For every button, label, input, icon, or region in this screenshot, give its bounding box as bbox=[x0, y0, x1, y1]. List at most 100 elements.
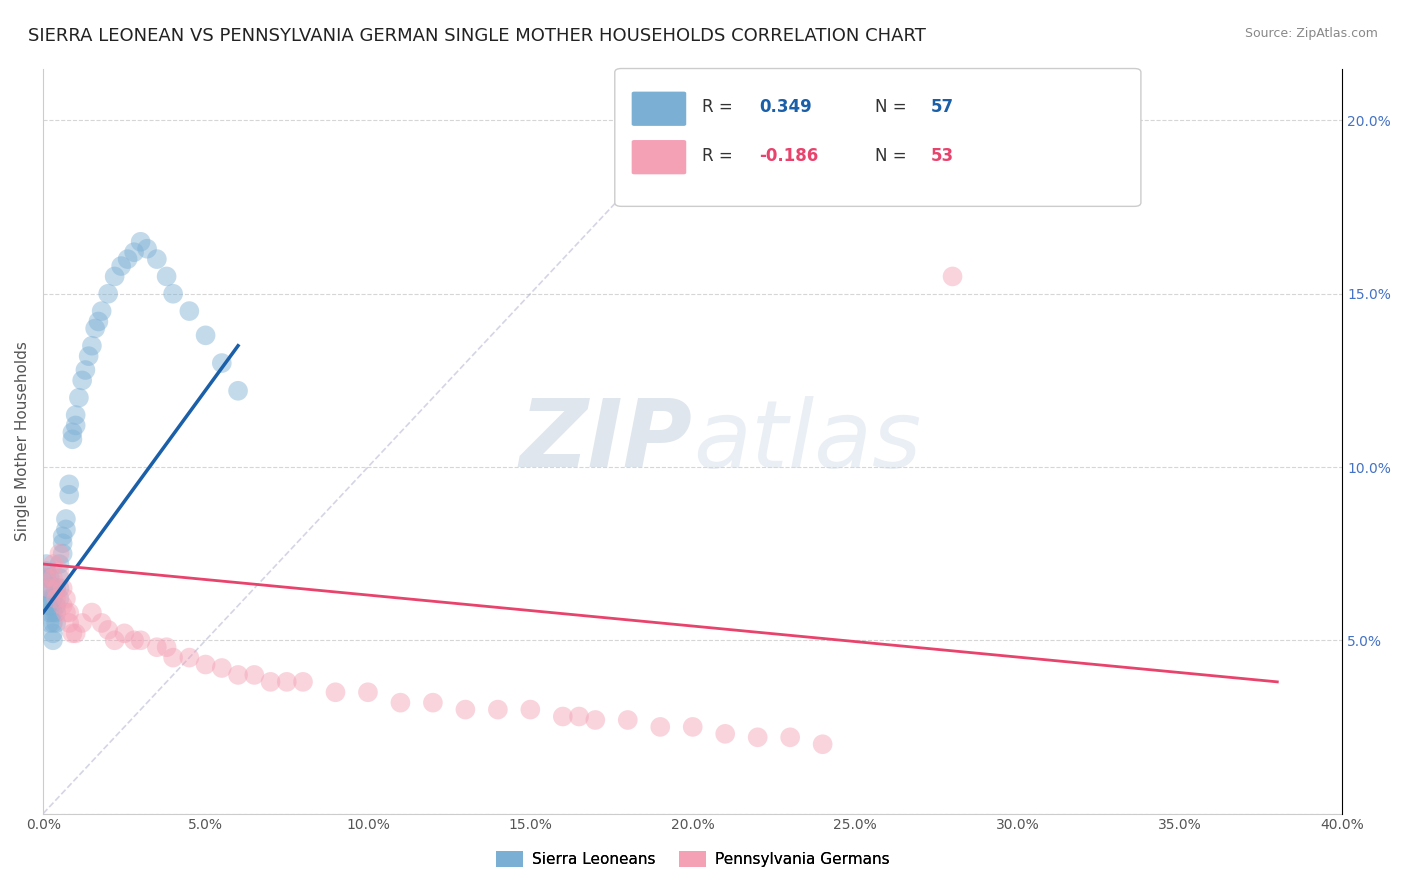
Point bbox=[155, 640, 177, 655]
Point bbox=[52, 547, 75, 561]
Point bbox=[52, 536, 75, 550]
Point bbox=[42, 633, 65, 648]
Text: R =: R = bbox=[702, 98, 738, 116]
Point bbox=[104, 633, 127, 648]
Point bbox=[70, 373, 93, 387]
Point bbox=[45, 599, 67, 613]
Point bbox=[38, 591, 60, 606]
FancyBboxPatch shape bbox=[631, 92, 686, 126]
Text: ZIP: ZIP bbox=[520, 395, 693, 487]
Point bbox=[38, 571, 60, 585]
Point bbox=[87, 314, 110, 328]
Point bbox=[77, 349, 100, 363]
Point bbox=[941, 269, 963, 284]
Point bbox=[52, 582, 75, 596]
Point bbox=[45, 582, 67, 596]
Point bbox=[112, 626, 135, 640]
Point bbox=[226, 384, 249, 398]
Point bbox=[38, 615, 60, 630]
Text: 0.349: 0.349 bbox=[759, 98, 811, 116]
Point bbox=[616, 713, 638, 727]
Point bbox=[42, 615, 65, 630]
Point bbox=[67, 391, 90, 405]
Point bbox=[136, 242, 159, 256]
Point bbox=[38, 606, 60, 620]
Point bbox=[48, 557, 70, 571]
Point bbox=[42, 571, 65, 585]
Point bbox=[122, 633, 145, 648]
Legend: Sierra Leoneans, Pennsylvania Germans: Sierra Leoneans, Pennsylvania Germans bbox=[489, 845, 896, 873]
Point bbox=[811, 737, 834, 751]
Point bbox=[65, 408, 87, 422]
Point bbox=[146, 640, 169, 655]
Point bbox=[38, 599, 60, 613]
Point bbox=[162, 650, 184, 665]
Point bbox=[110, 259, 132, 273]
Point bbox=[179, 304, 201, 318]
Point bbox=[48, 591, 70, 606]
Point bbox=[38, 582, 60, 596]
Point bbox=[90, 615, 112, 630]
Text: 53: 53 bbox=[931, 146, 953, 165]
Point bbox=[243, 668, 266, 682]
Point bbox=[75, 363, 97, 377]
Point bbox=[62, 626, 84, 640]
Text: atlas: atlas bbox=[693, 395, 921, 486]
Point bbox=[122, 245, 145, 260]
Text: 57: 57 bbox=[931, 98, 953, 116]
Point bbox=[52, 529, 75, 543]
Point bbox=[35, 571, 58, 585]
Text: R =: R = bbox=[702, 146, 738, 165]
Point bbox=[48, 582, 70, 596]
Text: N =: N = bbox=[875, 146, 911, 165]
Point bbox=[194, 328, 217, 343]
Point bbox=[325, 685, 347, 699]
Point bbox=[583, 713, 606, 727]
Y-axis label: Single Mother Households: Single Mother Households bbox=[15, 341, 30, 541]
Point bbox=[779, 731, 801, 745]
Point bbox=[65, 418, 87, 433]
Point bbox=[42, 591, 65, 606]
Point bbox=[35, 557, 58, 571]
Point bbox=[292, 674, 315, 689]
Point bbox=[714, 727, 737, 741]
Point bbox=[58, 488, 80, 502]
Point bbox=[551, 709, 574, 723]
Point bbox=[97, 286, 120, 301]
Point bbox=[259, 674, 281, 689]
Point bbox=[146, 252, 169, 266]
Point bbox=[45, 582, 67, 596]
Point bbox=[45, 606, 67, 620]
Point bbox=[90, 304, 112, 318]
Point bbox=[38, 582, 60, 596]
Point bbox=[129, 235, 152, 249]
Text: Source: ZipAtlas.com: Source: ZipAtlas.com bbox=[1244, 27, 1378, 40]
Point bbox=[62, 425, 84, 440]
Point bbox=[48, 547, 70, 561]
Point bbox=[48, 564, 70, 578]
Point bbox=[194, 657, 217, 672]
Point bbox=[48, 571, 70, 585]
Point bbox=[55, 606, 77, 620]
Point bbox=[35, 564, 58, 578]
Point bbox=[80, 339, 103, 353]
Point bbox=[35, 582, 58, 596]
Point bbox=[55, 522, 77, 536]
Point bbox=[70, 615, 93, 630]
Point bbox=[454, 702, 477, 716]
Point bbox=[519, 702, 541, 716]
Point bbox=[42, 626, 65, 640]
Point bbox=[747, 731, 769, 745]
Point bbox=[650, 720, 672, 734]
Point bbox=[42, 557, 65, 571]
Point bbox=[568, 709, 591, 723]
Point bbox=[155, 269, 177, 284]
Point bbox=[104, 269, 127, 284]
Point bbox=[389, 696, 412, 710]
Text: -0.186: -0.186 bbox=[759, 146, 818, 165]
Text: N =: N = bbox=[875, 98, 911, 116]
Point bbox=[62, 432, 84, 446]
Point bbox=[35, 571, 58, 585]
Point bbox=[97, 623, 120, 637]
Point bbox=[357, 685, 380, 699]
